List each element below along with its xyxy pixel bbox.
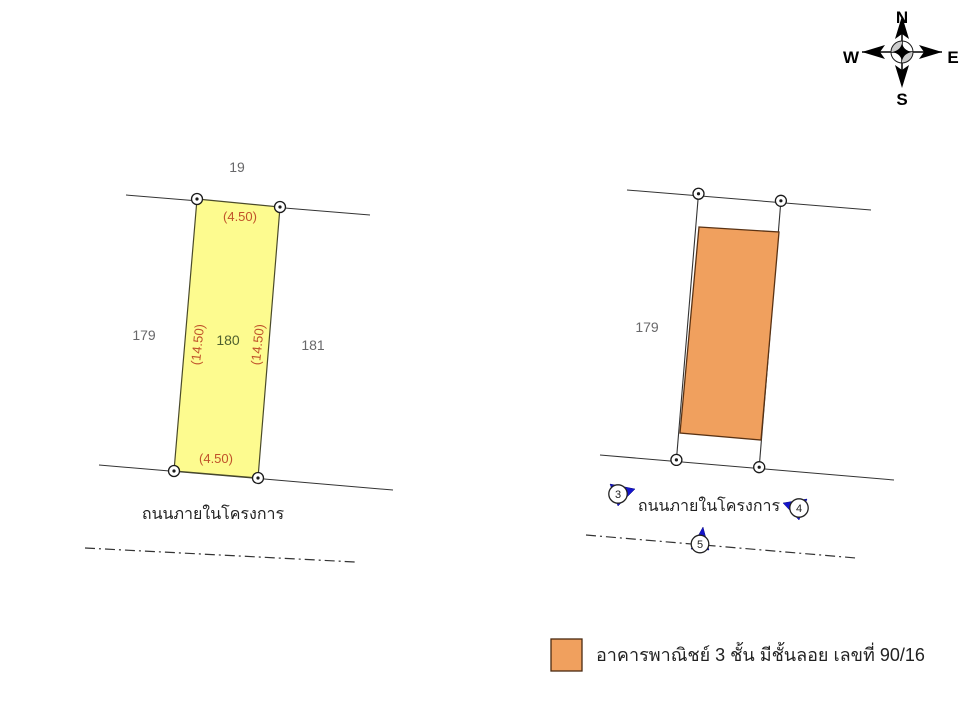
svg-text:N: N bbox=[896, 8, 908, 27]
svg-text:อาคารพาณิชย์ 3 ชั้น มีชั้นลอย: อาคารพาณิชย์ 3 ชั้น มีชั้นลอย เลขที่ 90/… bbox=[596, 642, 925, 665]
svg-text:ถนนภายในโครงการ: ถนนภายในโครงการ bbox=[142, 504, 285, 523]
svg-text:179: 179 bbox=[132, 327, 156, 343]
svg-text:(4.50): (4.50) bbox=[223, 209, 257, 224]
svg-text:W: W bbox=[843, 48, 860, 67]
svg-text:E: E bbox=[947, 48, 958, 67]
svg-text:S: S bbox=[896, 90, 907, 109]
svg-text:5: 5 bbox=[697, 539, 703, 551]
svg-text:19: 19 bbox=[229, 159, 245, 175]
svg-text:179: 179 bbox=[635, 319, 659, 335]
svg-text:181: 181 bbox=[301, 337, 325, 353]
svg-text:4: 4 bbox=[796, 503, 802, 515]
svg-text:3: 3 bbox=[615, 489, 621, 501]
svg-text:ถนนภายในโครงการ: ถนนภายในโครงการ bbox=[638, 496, 781, 515]
svg-text:180: 180 bbox=[216, 332, 240, 348]
svg-text:(4.50): (4.50) bbox=[199, 451, 233, 466]
